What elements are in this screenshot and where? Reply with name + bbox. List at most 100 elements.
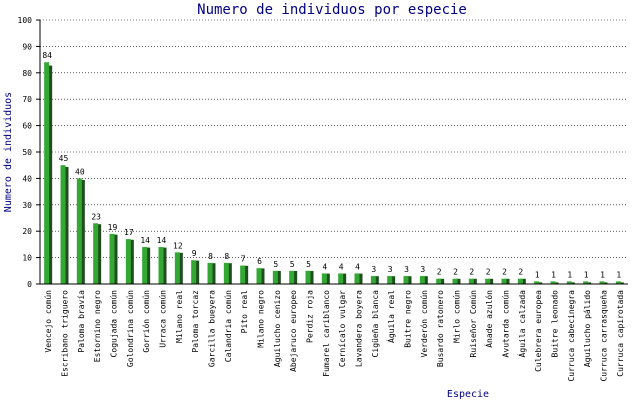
bar-shadow — [586, 282, 592, 284]
bar — [387, 276, 393, 284]
bar-value-label: 2 — [502, 268, 507, 277]
x-tick-label: Garcilla bueyera — [208, 290, 217, 367]
bar-value-label: 1 — [567, 270, 572, 279]
x-tick-label: Curruca capirotada — [616, 290, 625, 377]
bar-shadow — [569, 282, 575, 284]
bar-value-label: 5 — [273, 260, 278, 269]
bar — [305, 270, 311, 284]
bar — [468, 278, 474, 284]
bar-value-label: 3 — [420, 265, 425, 274]
y-tick-label: 100 — [18, 16, 33, 25]
x-tick-label: Estornino negro — [93, 290, 102, 362]
bar-shadow — [602, 282, 608, 284]
y-axis-ticks: 0 10 20 30 40 50 60 70 80 90 100 — [18, 16, 40, 289]
y-tick-label: 10 — [22, 254, 32, 263]
x-tick-label: Vencejo común — [44, 290, 53, 353]
bar-shadow — [357, 273, 363, 284]
x-tick-label: Cogujada común — [110, 290, 119, 358]
bar-shadow — [618, 282, 624, 284]
bar — [485, 278, 491, 284]
bar-value-label: 5 — [306, 260, 311, 269]
x-tick-label: Pito real — [240, 290, 249, 334]
bar — [338, 273, 344, 284]
x-tick-label: Urraca común — [159, 290, 168, 348]
bar-shadow — [210, 263, 216, 284]
grid-lines — [40, 19, 628, 258]
x-tick-label: Paloma bravía — [77, 290, 86, 353]
x-tick-label: Avutarda común — [502, 290, 511, 358]
bar-value-label: 19 — [108, 223, 118, 232]
y-tick-label: 40 — [22, 174, 32, 183]
bar-value-label: 2 — [453, 268, 458, 277]
bar-shadow — [455, 278, 461, 284]
bar-value-label: 1 — [551, 270, 556, 279]
bar — [125, 239, 131, 284]
bar-value-label: 4 — [339, 262, 344, 271]
bar-value-label: 7 — [241, 255, 246, 264]
bar — [289, 270, 295, 284]
bar-value-label: 14 — [140, 236, 150, 245]
bar — [419, 276, 425, 284]
bar-value-label: 14 — [157, 236, 167, 245]
x-tick-label: Águila calzada — [516, 290, 527, 358]
bar-value-label: 1 — [616, 270, 621, 279]
x-tick-label: Paloma torcaz — [191, 290, 200, 353]
bar-value-label: 1 — [584, 270, 589, 279]
y-tick-label: 60 — [22, 122, 32, 131]
bar — [599, 281, 605, 284]
bar — [256, 268, 262, 284]
bar-value-label: 4 — [355, 262, 360, 271]
bar-value-label: 23 — [91, 212, 101, 221]
x-tick-label: Águila real — [385, 290, 396, 343]
x-tick-label: Milano negro — [257, 290, 266, 348]
bar-value-label: 1 — [535, 270, 540, 279]
bar-value-label: 2 — [437, 268, 442, 277]
bar-shadow — [406, 276, 412, 284]
bar-value-label: 6 — [257, 257, 262, 266]
bar-value-label: 4 — [322, 262, 327, 271]
y-tick-label: 30 — [22, 201, 32, 210]
x-tick-label: Abejaruco europeo — [289, 290, 298, 372]
bar-shadow — [439, 278, 445, 284]
bar — [321, 273, 327, 284]
bar — [534, 281, 540, 284]
x-tick-label: Gorrión común — [141, 290, 151, 353]
axes — [39, 20, 628, 285]
bar-shadow — [553, 282, 559, 284]
chart-title: Numero de individuos por especie — [197, 2, 467, 18]
x-axis-title: Especie — [447, 389, 489, 400]
bar-shadow — [504, 278, 510, 284]
bar — [158, 247, 164, 284]
bar-shadow — [145, 247, 151, 284]
bar-value-label: 3 — [371, 265, 376, 274]
bar-value-label: 3 — [388, 265, 393, 274]
bar — [370, 276, 376, 284]
y-tick-label: 50 — [22, 148, 32, 157]
bar — [76, 178, 82, 284]
bar — [240, 265, 246, 284]
bar — [223, 262, 229, 284]
bar-shadow — [194, 260, 200, 284]
bar-value-label: 1 — [600, 270, 605, 279]
y-tick-label: 80 — [22, 69, 32, 78]
bar-shadow — [520, 278, 526, 284]
bar — [615, 281, 621, 284]
x-tick-label: Culebrera europea — [534, 290, 543, 372]
x-tick-label: Perdiz roja — [306, 290, 315, 343]
bar-shadow — [488, 278, 494, 284]
y-tick-label: 0 — [27, 280, 32, 289]
bar — [452, 278, 458, 284]
bar-value-label: 8 — [224, 252, 229, 261]
y-axis-title: Numero de individuos — [3, 92, 14, 212]
bar — [272, 270, 278, 284]
bar — [501, 278, 507, 284]
bar — [550, 281, 556, 284]
bar-shadow — [390, 276, 396, 284]
x-tick-label: Lavandera boyera — [355, 290, 364, 367]
bar — [207, 262, 213, 284]
x-tick-label: Calandria común — [224, 290, 233, 362]
bar-value-label: 5 — [290, 260, 295, 269]
bar-shadow — [422, 276, 428, 284]
bar-shadow — [63, 166, 69, 284]
bar-value-label: 12 — [173, 241, 183, 250]
